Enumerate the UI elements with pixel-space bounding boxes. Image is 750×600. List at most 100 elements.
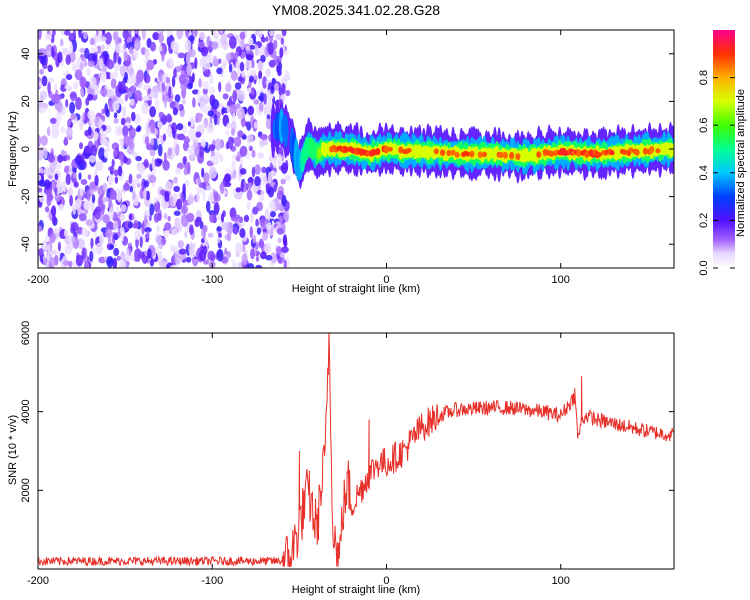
noise-cell bbox=[108, 197, 112, 209]
noise-cell bbox=[119, 213, 126, 221]
noise-cell bbox=[167, 182, 174, 188]
noise-cell bbox=[165, 126, 172, 135]
noise-cell bbox=[78, 30, 82, 38]
snr-x-ticks: -200 -100 0 100 bbox=[27, 333, 570, 587]
noise-cell bbox=[52, 30, 56, 37]
noise-cell bbox=[168, 86, 172, 99]
noise-cell bbox=[246, 189, 253, 201]
noise-cell bbox=[170, 264, 178, 268]
noise-cell bbox=[96, 45, 102, 54]
noise-cell bbox=[44, 33, 52, 41]
noise-cell bbox=[98, 118, 103, 128]
noise-cell bbox=[97, 195, 104, 208]
noise-cell bbox=[121, 106, 127, 119]
noise-cell bbox=[69, 91, 78, 102]
y-tick-label: 20 bbox=[20, 95, 32, 107]
noise-cell bbox=[88, 155, 97, 163]
snr-panel: -200 -100 0 100 2000 4000 6000 Height of stra… bbox=[7, 321, 675, 596]
y-tick-label: 40 bbox=[20, 48, 32, 60]
noise-cell bbox=[63, 165, 71, 174]
noise-cell bbox=[146, 59, 155, 71]
noise-cell bbox=[178, 248, 187, 255]
noise-cell bbox=[229, 104, 238, 115]
noise-cell bbox=[76, 226, 84, 235]
noise-cell bbox=[51, 180, 55, 190]
noise-cell bbox=[64, 229, 68, 238]
noise-cell bbox=[181, 99, 186, 105]
noise-cell bbox=[234, 214, 241, 220]
noise-cell bbox=[65, 54, 71, 65]
noise-cell bbox=[184, 39, 192, 52]
noise-cell bbox=[123, 135, 131, 148]
noise-cell bbox=[66, 126, 73, 139]
noise-cell bbox=[79, 187, 84, 197]
signal-cell bbox=[433, 148, 439, 155]
noise-cell bbox=[185, 52, 191, 65]
noise-cell bbox=[51, 205, 57, 217]
noise-cell bbox=[198, 182, 205, 188]
signal-cell bbox=[642, 147, 649, 155]
noise-cell bbox=[170, 244, 175, 253]
noise-cell bbox=[44, 206, 50, 213]
noise-cell bbox=[174, 94, 181, 103]
noise-cell bbox=[281, 83, 286, 95]
noise-cell bbox=[136, 173, 142, 179]
noise-cell bbox=[155, 245, 159, 253]
noise-cell bbox=[120, 204, 127, 213]
noise-cell bbox=[269, 30, 275, 37]
noise-cell bbox=[67, 119, 72, 126]
noise-cell bbox=[218, 81, 222, 93]
noise-cell bbox=[268, 200, 276, 213]
noise-cell bbox=[64, 30, 71, 36]
noise-cell bbox=[157, 251, 163, 264]
noise-cell bbox=[56, 181, 65, 194]
noise-cell bbox=[235, 242, 243, 254]
noise-cell bbox=[113, 112, 118, 119]
noise-cell bbox=[199, 146, 205, 158]
noise-cell bbox=[183, 136, 191, 144]
noise-cell bbox=[75, 97, 82, 110]
noise-cell bbox=[141, 222, 145, 235]
noise-cell bbox=[220, 33, 228, 46]
noise-cell bbox=[72, 204, 76, 215]
noise-cell bbox=[98, 36, 107, 42]
noise-cell bbox=[245, 45, 251, 51]
noise-cell bbox=[86, 67, 92, 76]
noise-cell bbox=[260, 140, 269, 146]
noise-cell bbox=[199, 100, 206, 113]
noise-cell bbox=[199, 31, 206, 41]
noise-cell bbox=[262, 76, 268, 89]
noise-cell bbox=[213, 113, 218, 126]
noise-cell bbox=[224, 173, 231, 183]
noise-cell bbox=[208, 144, 216, 152]
noise-cell bbox=[166, 30, 172, 37]
noise-cell bbox=[102, 182, 108, 192]
noise-cell bbox=[79, 121, 83, 131]
noise-cell bbox=[118, 259, 127, 268]
noise-cell bbox=[38, 48, 47, 57]
noise-cell bbox=[220, 213, 225, 223]
noise-cell bbox=[45, 50, 53, 56]
noise-cell bbox=[79, 62, 84, 71]
noise-cell bbox=[258, 60, 263, 71]
noise-cell bbox=[232, 90, 238, 103]
noise-cell bbox=[149, 203, 155, 216]
noise-cell bbox=[233, 226, 238, 235]
noise-cell bbox=[116, 255, 121, 261]
noise-cell bbox=[109, 189, 117, 200]
noise-cell bbox=[84, 111, 88, 125]
noise-cell bbox=[201, 80, 210, 90]
noise-cell bbox=[152, 31, 160, 41]
noise-cell bbox=[143, 188, 147, 201]
noise-cell bbox=[166, 113, 172, 123]
noise-cell bbox=[196, 192, 200, 203]
noise-cell bbox=[47, 64, 53, 73]
colorbar: 0.0 0.2 0.4 0.6 0.8 Normalized spectral ampl… bbox=[698, 30, 747, 276]
noise-cell bbox=[255, 218, 259, 228]
noise-cell bbox=[176, 30, 184, 40]
noise-cell bbox=[282, 234, 288, 246]
noise-cell bbox=[83, 59, 88, 68]
noise-cell bbox=[248, 44, 256, 50]
noise-cell bbox=[219, 30, 223, 34]
noise-cell bbox=[65, 154, 71, 161]
